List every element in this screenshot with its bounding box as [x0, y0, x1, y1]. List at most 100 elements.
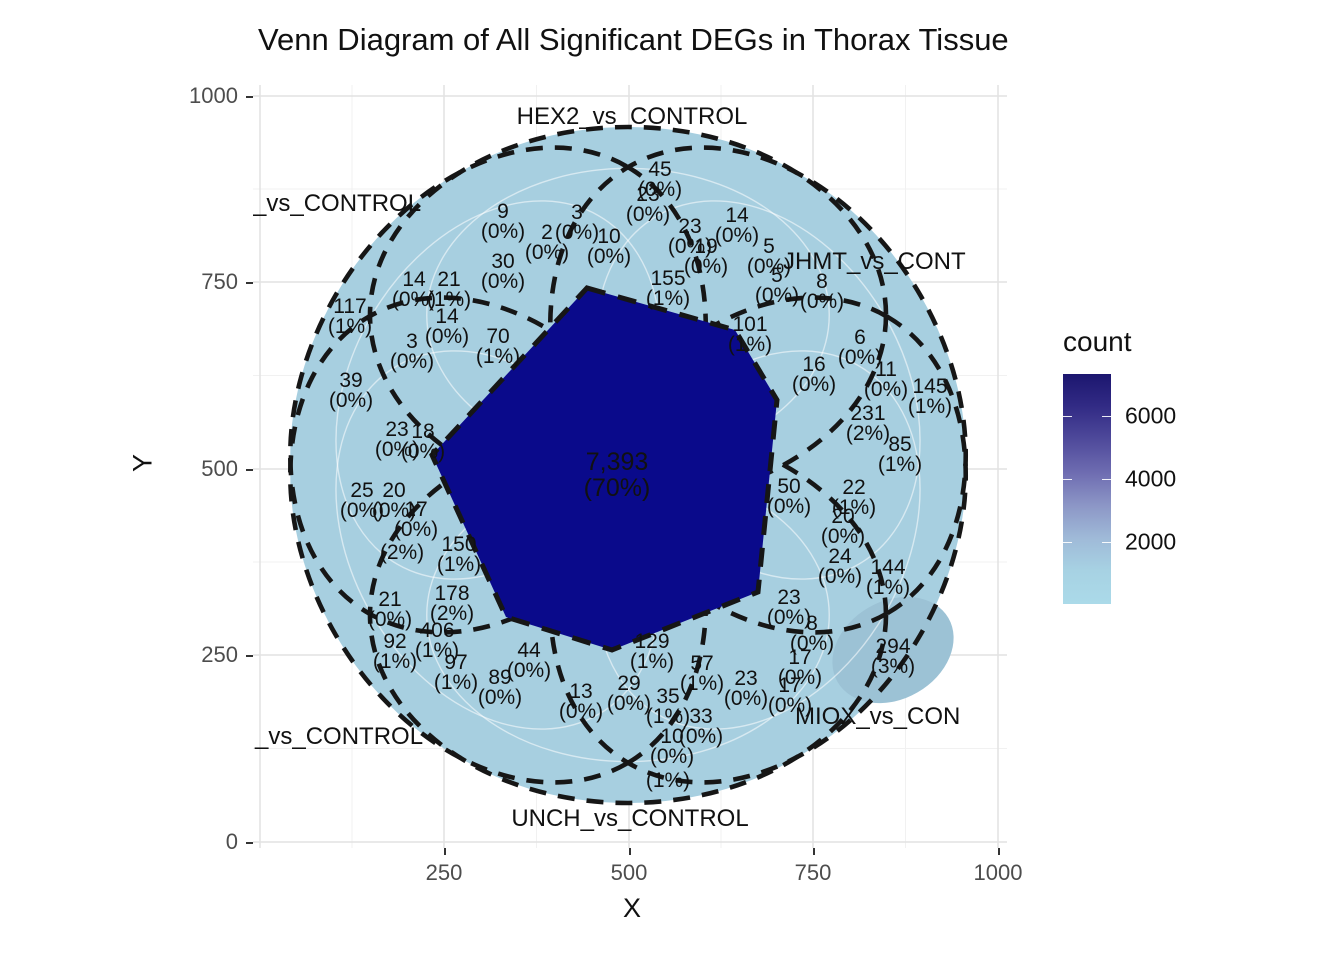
- venn-region-label: 44 (0%): [506, 639, 552, 682]
- venn-region-label: 30 (0%): [480, 250, 526, 293]
- venn-region-label: 85 (1%): [877, 433, 923, 476]
- y-tick-mark: [246, 282, 253, 284]
- venn-region-label: 57 (1%): [679, 652, 725, 695]
- venn-set-name: _vs_CONTROL: [253, 190, 422, 217]
- legend-tick-line: [1102, 542, 1111, 543]
- venn-region-label: 16 (0%): [791, 353, 837, 396]
- venn-set-name: HEX2_vs_CONTROL: [516, 103, 748, 130]
- venn-layer: [287, 124, 969, 806]
- venn-region-label: 17 (0%): [767, 674, 813, 717]
- venn-overlap-mid: [832, 596, 954, 704]
- x-axis-title: X: [622, 893, 642, 923]
- venn-region-label: 150 (1%): [436, 533, 482, 576]
- venn-region-label: (2%): [379, 541, 425, 565]
- venn-region-label: (1%): [645, 769, 691, 793]
- legend-title: count: [1063, 326, 1132, 357]
- venn-region-label: 25 (0%): [339, 479, 385, 522]
- venn-center-region: [429, 285, 780, 653]
- legend-colorbar-wrap: 6000 4000 2000: [1063, 374, 1176, 604]
- x-tick-mark: [444, 848, 446, 855]
- y-tick-label: 750: [201, 269, 238, 294]
- venn-region-label: 45 (0%): [637, 158, 683, 201]
- venn-region-label: 13 (0%): [558, 680, 604, 723]
- venn-region-label: 3 (0%): [389, 330, 435, 373]
- x-tick-label: 250: [425, 860, 463, 885]
- venn-region-label: 33 (0%): [678, 705, 724, 748]
- x-tick-label: 750: [794, 860, 832, 885]
- venn-region-label: 35 (1%): [645, 685, 691, 728]
- venn-region-label: 39 (0%): [328, 369, 374, 412]
- venn-region-label: 3 (0%): [554, 201, 600, 244]
- legend-tick-label: 4000: [1125, 465, 1177, 492]
- venn-region-label: 92 (1%): [372, 630, 418, 673]
- venn-region-label: 50 (0%): [766, 475, 812, 518]
- x-tick-mark: [998, 848, 1000, 855]
- venn-region-label: 20 (0%): [820, 505, 866, 548]
- venn-region-label: 97 (1%): [433, 651, 479, 694]
- x-tick-label: 1000: [973, 860, 1023, 885]
- venn-region-label: 145 (1%): [907, 375, 953, 418]
- y-tick-label: 250: [201, 642, 238, 667]
- venn-region-label: 6 (0%): [837, 326, 883, 369]
- y-tick-label: 0: [225, 829, 238, 854]
- venn-region-label: 23 (0%): [667, 215, 713, 258]
- y-tick-mark: [246, 655, 253, 657]
- venn-region-label: 18 (0%): [400, 420, 446, 463]
- venn-region-label: 70 (1%): [475, 325, 521, 368]
- venn-region-label: 89 (0%): [477, 666, 523, 709]
- venn-region-label: 129 (1%): [629, 630, 675, 673]
- venn-region-label: 178 (2%): [429, 582, 475, 625]
- y-tick-mark: [246, 842, 253, 844]
- y-tick-label: 1000: [189, 83, 238, 108]
- venn-region-label: 23 (0%): [374, 418, 420, 461]
- legend-colorbar: [1063, 374, 1111, 604]
- venn-region-label: 8 (0%): [789, 612, 835, 655]
- venn-region-label: 14 (0%): [714, 204, 760, 247]
- venn-region-label: 24 (0%): [817, 545, 863, 588]
- y-axis-title: Y: [127, 453, 158, 473]
- venn-region-label: 19 (0%): [683, 235, 729, 278]
- venn-region-label: 10 (0%): [586, 225, 632, 268]
- legend-tick-line: [1063, 479, 1072, 480]
- y-tick-mark: [246, 96, 253, 98]
- legend-tick-line: [1102, 479, 1111, 480]
- venn-set-name: JHMT_vs_CONT: [783, 248, 966, 275]
- venn-region-label: 294 (3%): [870, 635, 916, 678]
- venn-region-label: 23 (0%): [625, 183, 671, 226]
- venn-region-label: 17 (0%): [393, 498, 439, 541]
- legend-tick-line: [1063, 542, 1072, 543]
- plot-panel: HEX2_vs_CONTROL _vs_CONTROL JHMT_vs_CONT MI…: [253, 85, 1007, 848]
- venn-set-name: MIOX_vs_CON: [795, 703, 961, 730]
- legend-tick-line: [1063, 416, 1072, 417]
- count-legend: count 6000 4000 2000: [1063, 326, 1303, 604]
- venn-region-label: 231 (2%): [845, 402, 891, 445]
- venn-set-name: _vs_CONTROL: [255, 723, 424, 750]
- venn-region-label: 2 (0%): [524, 221, 570, 264]
- venn-region-label: 23 (0%): [766, 586, 812, 629]
- y-tick-mark: [246, 469, 253, 471]
- venn-region-label: 22 (1%): [831, 476, 877, 519]
- venn-region-label: 5 (0%): [754, 264, 800, 307]
- x-tick-mark: [629, 848, 631, 855]
- plot-title: Venn Diagram of All Significant DEGs in …: [258, 22, 1009, 57]
- venn-region-label: 29 (0%): [606, 672, 652, 715]
- legend-tick-line: [1102, 416, 1111, 417]
- venn-region-label: 144 (1%): [865, 556, 911, 599]
- venn-region-label: 11 (0%): [863, 358, 909, 401]
- venn-region-label: 101 (1%): [727, 313, 773, 356]
- venn-set-name: UNCH_vs_CONTROL: [511, 805, 749, 832]
- venn-region-label: 14 (0%): [424, 305, 470, 348]
- venn-center-label: 7,393 (70%): [583, 447, 651, 502]
- venn-region-label: 23 (0%): [723, 667, 769, 710]
- venn-region-label: 9 (0%): [480, 200, 526, 243]
- venn-region-label: 20 (0%): [371, 479, 417, 522]
- venn-region-label: 5 (0%): [746, 235, 792, 278]
- venn-region-label: 21 (0%): [367, 588, 413, 631]
- venn-region-label: 17 (0%): [777, 646, 823, 689]
- y-tick-label: 500: [201, 456, 238, 481]
- venn-region-label: 21 (1%): [426, 268, 472, 311]
- legend-tick-label: 6000: [1125, 402, 1177, 429]
- venn-region-label: 406 (1%): [414, 619, 460, 662]
- x-tick-mark: [813, 848, 815, 855]
